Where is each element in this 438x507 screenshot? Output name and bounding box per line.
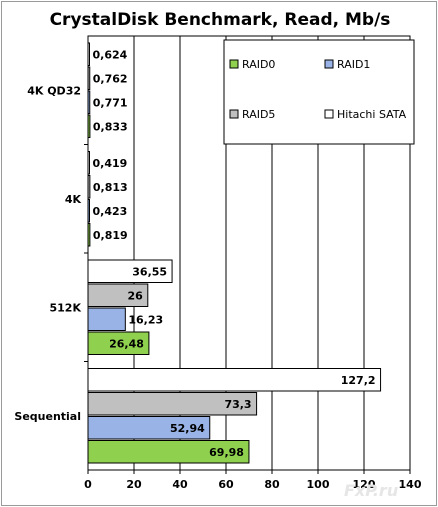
bar <box>87 283 149 307</box>
category-label: 4K <box>65 193 82 206</box>
bar <box>87 368 382 392</box>
data-label: 69,98 <box>209 446 244 459</box>
data-label: 0,419 <box>93 157 128 170</box>
data-label: 0,813 <box>93 181 128 194</box>
bar <box>87 392 258 416</box>
category-label: 512K <box>50 301 82 314</box>
data-label: 36,55 <box>132 265 167 278</box>
data-label: 73,3 <box>224 398 251 411</box>
x-tick-label: 40 <box>172 478 188 491</box>
legend-label: RAID1 <box>337 58 370 71</box>
category-label: 4K QD32 <box>27 84 81 97</box>
x-tick-label: 120 <box>353 478 376 491</box>
data-label: 26,48 <box>109 337 144 350</box>
bar <box>87 151 90 175</box>
bar <box>87 259 173 283</box>
x-tick-label: 0 <box>84 478 92 491</box>
bar <box>87 114 91 138</box>
bar <box>87 416 211 440</box>
x-tick-label: 20 <box>126 478 142 491</box>
x-tick-label: 80 <box>264 478 280 491</box>
legend-swatch <box>229 109 239 119</box>
legend: RAID0 RAID1 RAID5 Hitachi SATA <box>223 39 415 145</box>
data-label: 26 <box>127 289 143 302</box>
bar <box>87 90 91 114</box>
data-label: 0,423 <box>93 205 128 218</box>
data-label: 127,2 <box>341 374 376 387</box>
data-label: 0,771 <box>93 96 128 109</box>
bar <box>87 223 91 247</box>
bar <box>87 307 126 331</box>
data-label: 0,624 <box>93 48 128 61</box>
legend-swatch <box>324 59 334 69</box>
legend-label: RAID5 <box>242 108 275 121</box>
bar <box>87 331 150 355</box>
data-label: 0,819 <box>93 229 128 242</box>
bar <box>87 199 90 223</box>
data-label: 16,23 <box>128 313 163 326</box>
chart-title: CrystalDisk Benchmark, Read, Mb/s <box>50 10 391 30</box>
data-label: 0,762 <box>93 72 128 85</box>
x-tick-label: 60 <box>218 478 234 491</box>
x-tick-label: 100 <box>307 478 330 491</box>
bar <box>87 175 91 199</box>
x-tick-label: 140 <box>399 478 422 491</box>
legend-swatch <box>229 59 239 69</box>
category-label: Sequential <box>14 410 81 423</box>
legend-swatch <box>324 109 334 119</box>
legend-label: Hitachi SATA <box>337 108 407 121</box>
bar <box>87 440 250 464</box>
bar <box>87 42 90 66</box>
legend-box <box>223 39 415 145</box>
watermark-logo: FxP.ru <box>344 481 398 500</box>
data-label: 52,94 <box>170 422 205 435</box>
data-label: 0,833 <box>93 120 128 133</box>
legend-label: RAID0 <box>242 58 275 71</box>
bar <box>87 66 91 90</box>
